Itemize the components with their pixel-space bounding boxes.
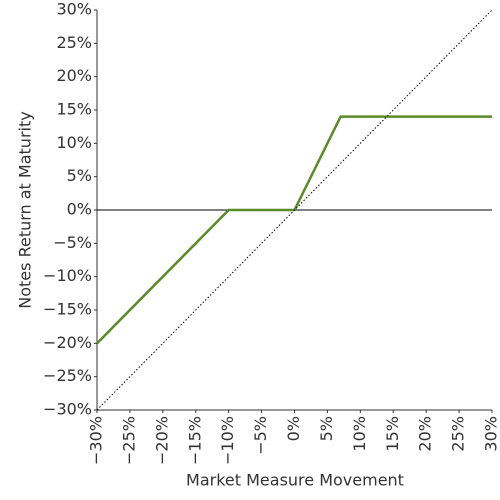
x-tick-label: 5% bbox=[317, 416, 336, 441]
x-tick-label: −25% bbox=[119, 416, 138, 465]
series-line bbox=[96, 9, 493, 411]
x-tick-label: 0% bbox=[284, 416, 303, 441]
y-tick-label: 0% bbox=[67, 200, 92, 219]
x-tick-label: −15% bbox=[185, 416, 204, 465]
x-tick-label: −5% bbox=[251, 416, 270, 455]
y-tick-label: −25% bbox=[43, 366, 92, 385]
y-tick-label: 15% bbox=[56, 100, 92, 119]
x-tick-label: 15% bbox=[383, 416, 402, 452]
y-tick-label: −10% bbox=[43, 266, 92, 285]
y-tick-label: 5% bbox=[67, 166, 92, 185]
x-tick-label: −20% bbox=[152, 416, 171, 465]
y-tick-label: 20% bbox=[56, 66, 92, 85]
x-tick-label: −10% bbox=[218, 416, 237, 465]
x-tick-label: 25% bbox=[449, 416, 468, 452]
y-tick-label: −30% bbox=[43, 400, 92, 419]
y-tick-label: 30% bbox=[56, 0, 92, 19]
series-line bbox=[96, 115, 492, 345]
y-tick-label: 10% bbox=[56, 133, 92, 152]
y-axis-label: Notes Return at Maturity bbox=[16, 111, 35, 308]
x-tick-label: 10% bbox=[350, 416, 369, 452]
x-tick-label: −30% bbox=[87, 416, 106, 465]
y-tick-label: −5% bbox=[53, 233, 92, 252]
x-axis-label: Market Measure Movement bbox=[186, 471, 404, 490]
y-tick-label: 25% bbox=[56, 33, 92, 52]
x-tick-label: 20% bbox=[416, 416, 435, 452]
y-tick-label: −20% bbox=[43, 333, 92, 352]
y-tick-label: −15% bbox=[43, 300, 92, 319]
x-tick-label: 30% bbox=[482, 416, 500, 452]
